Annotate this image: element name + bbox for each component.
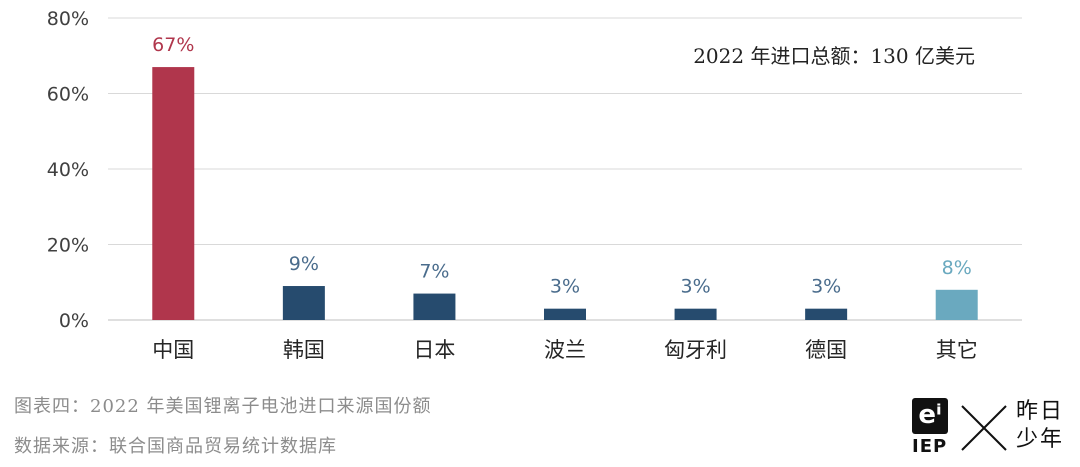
bar-6 — [935, 289, 978, 320]
bar-chart: 0% 20% 40% 60% 80% 67% 9% 7% 3% 3% 3% 8% 中国 韩国 日本 波兰 匈… — [47, 8, 1022, 362]
y-tick-label: 40% — [47, 159, 89, 181]
data-label: 67% — [152, 34, 194, 56]
brand-logo: eⁱ IEP 昨日 少年 — [912, 396, 1072, 458]
bars — [152, 67, 978, 320]
total-import-annotation: 2022 年进口总额：130 亿美元 — [693, 44, 975, 68]
brand-name-line2: 少年 — [1016, 427, 1065, 452]
category-label: 中国 — [152, 338, 194, 362]
data-label: 8% — [942, 257, 972, 279]
data-label: 7% — [419, 261, 449, 283]
iep-logo-text: IEP — [912, 436, 948, 457]
y-axis: 0% 20% 40% 60% 80% — [47, 8, 89, 332]
data-label: 9% — [289, 253, 319, 275]
y-tick-label: 80% — [47, 8, 89, 30]
cross-icon — [961, 405, 1007, 451]
category-label: 韩国 — [283, 338, 325, 362]
y-tick-label: 20% — [47, 235, 89, 257]
bar-3 — [544, 308, 586, 320]
data-source: 数据来源：联合国商品贸易统计数据库 — [14, 436, 337, 457]
data-label: 3% — [811, 276, 841, 298]
category-label: 波兰 — [544, 338, 586, 362]
gridlines — [108, 17, 1022, 321]
brand-name: 昨日 少年 — [1016, 398, 1072, 454]
x-axis: 中国 韩国 日本 波兰 匈牙利 德国 其它 — [152, 338, 977, 362]
bar-0 — [152, 67, 195, 320]
data-label: 3% — [550, 276, 580, 298]
category-label: 匈牙利 — [664, 338, 727, 362]
bar-4 — [674, 308, 717, 320]
data-label: 3% — [680, 276, 710, 298]
iep-logo-icon: eⁱ — [912, 398, 948, 434]
category-label: 日本 — [413, 338, 455, 362]
data-labels: 67% 9% 7% 3% 3% 3% 8% — [152, 34, 972, 298]
figure-caption: 图表四：2022 年美国锂离子电池进口来源国份额 — [14, 396, 432, 417]
brand-name-line1: 昨日 — [1016, 399, 1065, 424]
category-label: 德国 — [805, 338, 847, 362]
bar-5 — [805, 308, 848, 320]
category-label: 其它 — [936, 338, 978, 362]
y-tick-label: 60% — [47, 84, 89, 106]
bar-1 — [282, 286, 325, 320]
bar-2 — [413, 293, 456, 320]
y-tick-label: 0% — [59, 310, 89, 332]
